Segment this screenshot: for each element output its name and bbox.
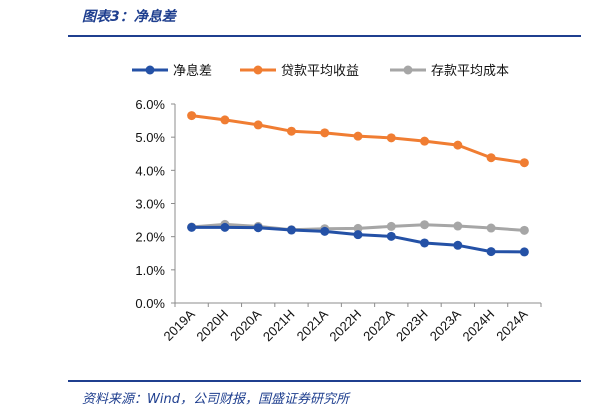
legend-swatch-marker bbox=[145, 65, 155, 75]
x-tick-label: 2020H bbox=[193, 307, 231, 345]
data-point bbox=[453, 240, 463, 250]
data-point bbox=[386, 221, 396, 231]
data-point bbox=[187, 222, 197, 232]
y-tick-label: 5.0% bbox=[135, 130, 165, 145]
data-point bbox=[220, 115, 230, 125]
data-point bbox=[353, 131, 363, 141]
x-tick-label: 2024A bbox=[493, 306, 530, 343]
data-point bbox=[353, 230, 363, 240]
x-tick-label: 2021A bbox=[294, 306, 331, 343]
data-point bbox=[220, 222, 230, 232]
y-tick-label: 1.0% bbox=[135, 263, 165, 278]
data-point bbox=[386, 231, 396, 241]
data-point bbox=[519, 225, 529, 235]
data-point bbox=[486, 223, 496, 233]
figure-title: 图表3：净息差 bbox=[82, 9, 176, 25]
x-tick-label: 2022H bbox=[326, 307, 364, 345]
data-point bbox=[486, 153, 496, 163]
data-point bbox=[386, 133, 396, 143]
y-tick-label: 0.0% bbox=[135, 296, 165, 311]
data-point bbox=[486, 247, 496, 257]
data-point bbox=[420, 220, 430, 230]
data-point bbox=[420, 136, 430, 146]
data-point bbox=[453, 140, 463, 150]
x-tick-label: 2019A bbox=[161, 306, 198, 343]
legend-swatch-marker bbox=[403, 65, 413, 75]
x-tick-label: 2021H bbox=[260, 307, 298, 345]
x-tick-label: 2020A bbox=[227, 306, 264, 343]
data-point bbox=[353, 223, 363, 233]
data-point bbox=[286, 126, 296, 136]
y-tick-label: 2.0% bbox=[135, 230, 165, 245]
data-point bbox=[519, 158, 529, 168]
data-point bbox=[320, 226, 330, 236]
source-note: 资料来源：Wind，公司财报，国盛证券研究所 bbox=[82, 392, 349, 407]
header-rule bbox=[68, 35, 581, 37]
footer-rule bbox=[68, 380, 581, 382]
data-point bbox=[453, 221, 463, 231]
y-tick-label: 6.0% bbox=[135, 97, 165, 112]
legend-label: 存款平均成本 bbox=[431, 64, 509, 79]
y-tick-label: 4.0% bbox=[135, 163, 165, 178]
data-point bbox=[286, 225, 296, 235]
x-tick-label: 2023A bbox=[427, 306, 464, 343]
x-tick-label: 2024H bbox=[460, 307, 498, 345]
data-point bbox=[519, 247, 529, 257]
data-point bbox=[187, 111, 197, 121]
data-point bbox=[420, 238, 430, 248]
legend-swatch-marker bbox=[253, 65, 263, 75]
y-tick-label: 3.0% bbox=[135, 197, 165, 212]
data-point bbox=[253, 223, 263, 233]
x-tick-label: 2023H bbox=[393, 307, 431, 345]
data-point bbox=[253, 120, 263, 130]
x-tick-label: 2022A bbox=[360, 306, 397, 343]
data-point bbox=[320, 128, 330, 138]
legend-label: 贷款平均收益 bbox=[281, 64, 359, 79]
legend-label: 净息差 bbox=[173, 63, 212, 79]
